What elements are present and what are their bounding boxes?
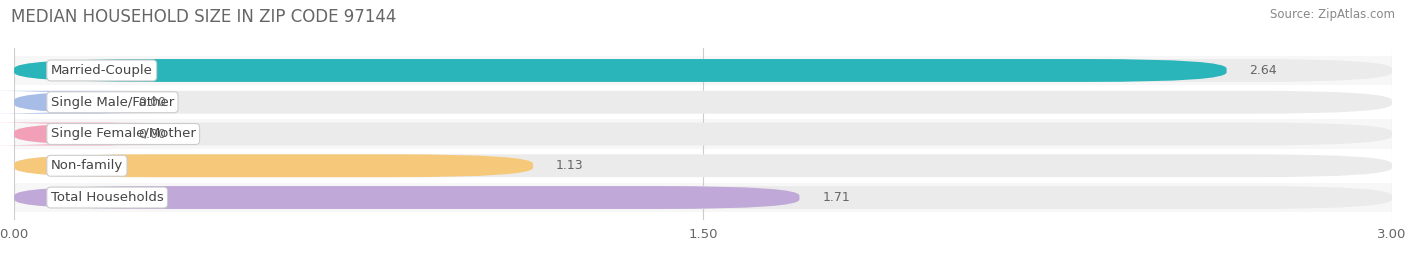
Text: 1.71: 1.71 (823, 191, 851, 204)
FancyBboxPatch shape (14, 186, 800, 209)
Bar (0, 88, 1406, 117)
Text: Married-Couple: Married-Couple (51, 64, 153, 77)
Text: Source: ZipAtlas.com: Source: ZipAtlas.com (1270, 8, 1395, 21)
FancyBboxPatch shape (0, 91, 152, 114)
FancyBboxPatch shape (14, 186, 1392, 209)
FancyBboxPatch shape (14, 91, 1392, 114)
FancyBboxPatch shape (14, 59, 1392, 82)
Text: 1.13: 1.13 (555, 159, 583, 172)
Text: 2.64: 2.64 (1250, 64, 1277, 77)
FancyBboxPatch shape (0, 122, 152, 146)
Bar (0, 56, 1406, 85)
Bar (0, 119, 1406, 149)
Text: Total Households: Total Households (51, 191, 163, 204)
Text: 0.00: 0.00 (138, 128, 166, 140)
Bar (0, 183, 1406, 212)
FancyBboxPatch shape (14, 154, 1392, 177)
Bar (0, 151, 1406, 180)
FancyBboxPatch shape (14, 59, 1226, 82)
FancyBboxPatch shape (14, 122, 1392, 146)
Text: Non-family: Non-family (51, 159, 124, 172)
FancyBboxPatch shape (14, 154, 533, 177)
Text: Single Female/Mother: Single Female/Mother (51, 128, 195, 140)
Text: 0.00: 0.00 (138, 96, 166, 109)
Text: MEDIAN HOUSEHOLD SIZE IN ZIP CODE 97144: MEDIAN HOUSEHOLD SIZE IN ZIP CODE 97144 (11, 8, 396, 26)
Text: Single Male/Father: Single Male/Father (51, 96, 174, 109)
